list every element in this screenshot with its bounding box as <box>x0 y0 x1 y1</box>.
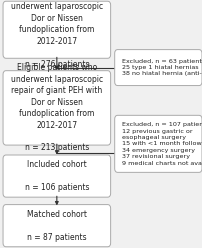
FancyBboxPatch shape <box>3 71 110 145</box>
Text: Included cohort

n = 106 patients: Included cohort n = 106 patients <box>24 160 89 192</box>
FancyBboxPatch shape <box>114 50 201 86</box>
FancyBboxPatch shape <box>3 155 110 197</box>
FancyBboxPatch shape <box>3 1 110 58</box>
Text: Eligible patients who
underwent laparoscopic
repair of giant PEH with
Dor or Nis: Eligible patients who underwent laparosc… <box>11 63 102 153</box>
Text: Matched cohort

n = 87 patients: Matched cohort n = 87 patients <box>27 210 86 242</box>
FancyBboxPatch shape <box>3 205 110 247</box>
FancyBboxPatch shape <box>114 115 201 172</box>
Text: Excluded, n = 107 patients
12 previous gastric or
esophageal surgery
15 with <1 : Excluded, n = 107 patients 12 previous g… <box>121 122 202 166</box>
Text: Excluded, n = 63 patients
25 type 1 hiatal hernias
38 no hiatal hernia (anti-ref: Excluded, n = 63 patients 25 type 1 hiat… <box>121 59 202 76</box>
Text: Patients who
underwent laparoscopic
Dor or Nissen
fundoplication from
2012-2017
: Patients who underwent laparoscopic Dor … <box>11 0 102 69</box>
